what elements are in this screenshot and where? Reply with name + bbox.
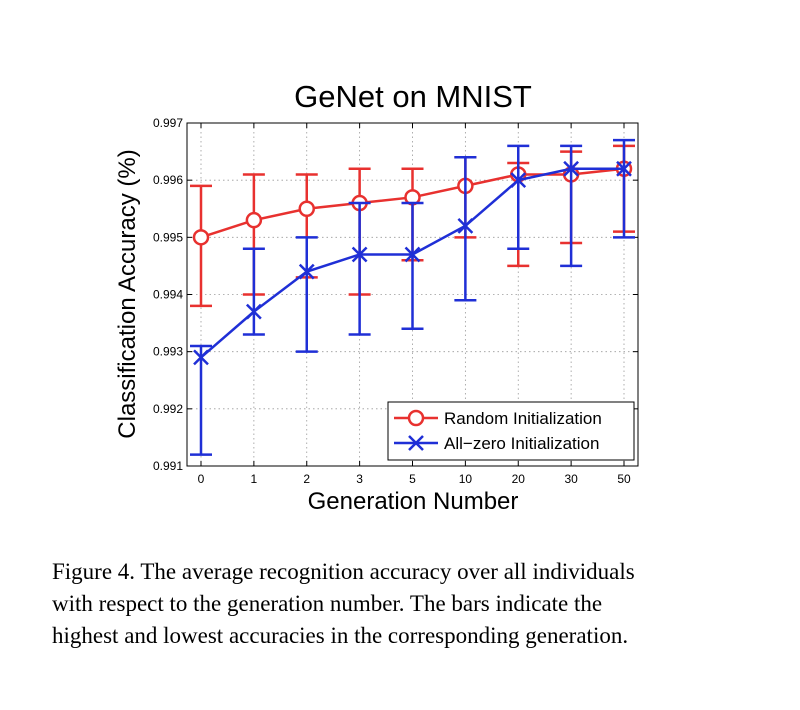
y-tick-label: 0.997	[153, 116, 183, 130]
y-tick-label: 0.994	[153, 288, 183, 302]
chart: GeNet on MNIST Classification Accuracy (…	[114, 79, 639, 515]
random-init-point	[192, 229, 210, 246]
chart-title: GeNet on MNIST	[294, 79, 532, 114]
x-tick-label: 1	[251, 472, 258, 486]
y-tick-label: 0.992	[153, 402, 183, 416]
all-zero-init-point	[351, 246, 368, 263]
x-tick-label: 0	[198, 472, 205, 486]
random-init-point	[298, 200, 315, 217]
all-zero-init-point	[245, 303, 262, 320]
caption-line: Figure 4. The average recognition accura…	[52, 559, 635, 584]
x-tick-label: 3	[356, 472, 363, 486]
random-init-point	[245, 211, 263, 229]
caption-line: highest and lowest accuracies in the cor…	[52, 623, 629, 648]
x-tick-label: 2	[303, 472, 310, 486]
caption-line: with respect to the generation number. T…	[52, 591, 603, 616]
legend-random-init-label: Random Initialization	[444, 409, 602, 428]
all-zero-init-point	[457, 218, 474, 234]
x-axis-label: Generation Number	[308, 488, 519, 515]
x-tick-label: 5	[409, 472, 416, 486]
legend-all-zero-init-label: All−zero Initialization	[444, 434, 599, 453]
y-tick-label: 0.991	[153, 459, 183, 473]
y-tick-label: 0.993	[153, 345, 183, 359]
figure-caption: Figure 4. The average recognition accura…	[52, 556, 752, 652]
x-tick-label: 20	[512, 472, 526, 486]
legend-box	[387, 401, 635, 461]
y-tick-label: 0.996	[153, 173, 183, 187]
y-tick-label: 0.995	[153, 230, 183, 244]
all-zero-init-point	[404, 246, 421, 263]
all-zero-init-point	[563, 160, 580, 177]
plot-area: 0.991 0.992 0.993 0.994 0.995 0.996 0.997 0 1 2 3 5…	[153, 116, 639, 486]
y-axis-label: Classification Accuracy (%)	[114, 149, 141, 438]
all-zero-init-point	[193, 349, 209, 366]
all-zero-init-point	[298, 263, 315, 280]
all-zero-init-point	[616, 160, 632, 177]
legend-all-zero-init-marker	[408, 435, 424, 451]
all-zero-init-point	[510, 172, 527, 189]
x-tick-label: 50	[617, 472, 631, 486]
legend-random-init-marker	[407, 409, 425, 427]
x-tick-label: 30	[564, 472, 578, 486]
x-tick-label: 10	[459, 472, 473, 486]
